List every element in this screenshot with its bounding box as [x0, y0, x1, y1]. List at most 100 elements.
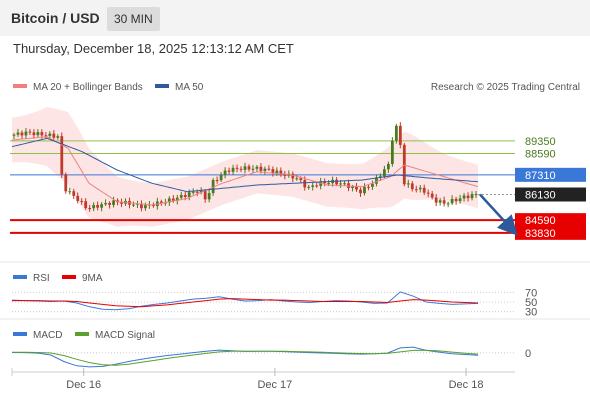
- candle-body: [203, 190, 207, 200]
- candle-body: [259, 166, 263, 171]
- pivot-label: 87310: [525, 170, 556, 182]
- candle-body: [243, 166, 247, 170]
- candle-body: [363, 186, 366, 194]
- candle: [32, 129, 36, 139]
- candle: [28, 128, 32, 135]
- candle-body: [80, 200, 84, 202]
- candle-body: [132, 204, 135, 206]
- x-axis: Dec 16 Dec 17 Dec 18: [11, 368, 515, 391]
- header-bar: Bitcoin / USD 30 MIN: [0, 0, 590, 36]
- ma50-line: [11, 137, 479, 193]
- candle-body: [223, 170, 227, 175]
- candle: [52, 130, 56, 142]
- candle: [386, 161, 390, 173]
- candle-body: [239, 168, 243, 170]
- candle-body: [394, 125, 398, 141]
- candle-body: [367, 186, 370, 188]
- candle: [112, 196, 115, 208]
- candle-body: [36, 132, 40, 136]
- candle-body: [442, 200, 446, 204]
- candle: [283, 170, 287, 180]
- candle: [231, 164, 235, 175]
- candle: [96, 201, 100, 211]
- candle: [394, 123, 398, 144]
- candle-body: [52, 133, 56, 138]
- candle-body: [12, 134, 16, 136]
- candle-body: [175, 197, 179, 201]
- candle-body: [275, 170, 279, 173]
- candle: [462, 193, 466, 202]
- candle-body: [28, 131, 32, 133]
- forecast-arrow: [479, 193, 518, 236]
- candle: [48, 131, 52, 139]
- candle-body: [84, 201, 88, 209]
- candle: [20, 130, 24, 139]
- candle-body: [355, 186, 358, 190]
- support-2-label: 83830: [525, 228, 556, 240]
- candle-body: [207, 193, 211, 200]
- candle-body: [56, 136, 60, 138]
- candle: [263, 166, 267, 175]
- candle: [442, 196, 446, 207]
- candle-body: [140, 203, 143, 209]
- candle-body: [311, 185, 315, 187]
- candle: [446, 201, 450, 208]
- ma20-legend-swatch: [13, 84, 27, 88]
- candle: [199, 187, 203, 195]
- candle: [44, 131, 48, 139]
- rsi-series-0: [11, 291, 479, 311]
- candle: [363, 183, 366, 196]
- candle: [24, 128, 28, 139]
- x-tick-label: Dec 18: [449, 379, 484, 391]
- macd-legend-swatch: [13, 332, 27, 336]
- rsi-series-1: [12, 298, 479, 308]
- candle: [474, 191, 478, 198]
- candle: [56, 134, 60, 140]
- candle: [159, 199, 163, 206]
- candle: [466, 192, 470, 202]
- candle-body: [92, 204, 96, 209]
- candle-body: [159, 201, 163, 203]
- candle: [414, 185, 418, 193]
- macd-panel: 0: [11, 346, 531, 368]
- candle-body: [283, 173, 287, 176]
- timeframe-badge[interactable]: 30 MIN: [107, 7, 160, 31]
- support-1-label: 84590: [525, 215, 556, 227]
- candle: [255, 165, 259, 172]
- candle: [104, 199, 107, 206]
- rsi-ma-legend-label: 9MA: [82, 273, 103, 284]
- candle: [243, 162, 247, 174]
- candle: [359, 187, 362, 197]
- candle: [60, 132, 64, 178]
- candle-body: [24, 131, 28, 136]
- candle: [179, 191, 183, 201]
- rsi-legend-swatch: [13, 275, 27, 279]
- resistance-1-label: 88590: [525, 149, 556, 161]
- candle-body: [60, 136, 64, 175]
- candle-body: [199, 190, 203, 193]
- candle: [16, 128, 20, 137]
- candle: [355, 182, 358, 192]
- candle-body: [251, 168, 255, 170]
- candle-body: [136, 203, 139, 205]
- candle-body: [474, 194, 478, 196]
- candle-body: [462, 195, 466, 199]
- candle-body: [466, 195, 470, 199]
- macd-zero-label: 0: [525, 348, 531, 360]
- instrument-title: Bitcoin / USD: [11, 10, 100, 26]
- candle: [267, 165, 271, 171]
- candle: [418, 184, 422, 193]
- candle-body: [327, 183, 331, 185]
- ma50-legend-label: MA 50: [175, 82, 204, 93]
- candle-body: [68, 191, 72, 193]
- rsi-ma-legend-swatch: [62, 275, 76, 279]
- candle-body: [335, 179, 339, 185]
- candle: [291, 171, 295, 183]
- candle: [92, 202, 96, 212]
- resistance-2-label: 89350: [525, 136, 556, 148]
- candle: [36, 129, 40, 137]
- candle: [279, 167, 283, 177]
- candle-body: [279, 170, 283, 174]
